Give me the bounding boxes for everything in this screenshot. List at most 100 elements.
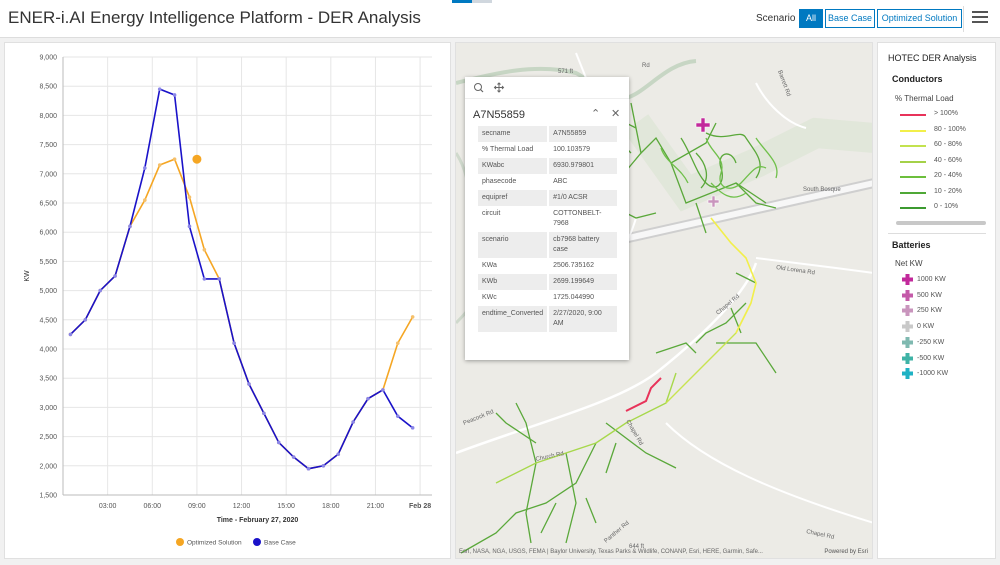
data-point[interactable] [217, 277, 222, 281]
x-tick-label: 21:00 [367, 503, 385, 510]
battery-marker[interactable] [707, 195, 720, 208]
legend-label: 20 - 40% [934, 172, 963, 179]
zoom-to-icon[interactable] [474, 83, 484, 93]
hamburger-menu-icon[interactable] [972, 11, 988, 25]
scenario-label: Scenario [756, 13, 796, 24]
data-point[interactable] [157, 87, 162, 91]
x-tick-label: 09:00 [188, 503, 206, 510]
pan-icon[interactable] [493, 82, 505, 93]
popup-field-row: scenario cb7968 battery case [478, 232, 617, 258]
legend-panel: HOTEC DER Analysis Conductors % Thermal … [877, 42, 996, 559]
popup-field-key: equipref [478, 190, 550, 206]
data-point[interactable] [83, 318, 88, 322]
legend-scrollbar[interactable] [896, 221, 986, 225]
road-label-chapel-2: Chapel Rd [806, 529, 835, 541]
data-point[interactable] [68, 332, 73, 337]
popup-field-row: KWabc 6930.979801 [478, 158, 617, 174]
data-point[interactable] [143, 198, 147, 202]
x-tick-label: 15:00 [277, 503, 295, 510]
data-point[interactable] [172, 157, 177, 161]
data-point[interactable] [321, 464, 326, 468]
x-tick-label: 06:00 [144, 503, 162, 510]
data-point[interactable] [143, 166, 147, 170]
data-point[interactable] [232, 341, 236, 345]
popup-attribute-table: secname A7N55859% Thermal Load 100.103579 K… [478, 126, 617, 332]
data-point[interactable] [98, 288, 102, 293]
popup-field-key: circuit [478, 206, 550, 232]
data-point[interactable] [202, 247, 207, 252]
data-point[interactable] [306, 466, 311, 471]
data-point[interactable] [247, 382, 251, 386]
popup-field-value: 1725.044990 [553, 294, 594, 301]
scenario-all-button[interactable]: All [799, 9, 823, 28]
collapse-chevron-icon[interactable]: ⌃ [591, 108, 601, 120]
popup-toolbar [465, 77, 629, 99]
data-point[interactable] [276, 440, 281, 445]
data-point[interactable] [410, 315, 415, 319]
legend-marker-optimized[interactable] [176, 538, 184, 546]
y-tick-label: 9,000 [39, 55, 57, 62]
plus-icon [902, 305, 913, 317]
road-label-old-lorena: Old Lorena Rd [776, 265, 815, 276]
conductors-heading: Conductors [892, 74, 943, 84]
popup-field-key: secname [478, 126, 550, 142]
road [456, 262, 758, 455]
x-tick-label: 12:00 [233, 503, 251, 510]
scenario-base-case-button[interactable]: Base Case [825, 9, 875, 28]
legend-label-optimized[interactable]: Optimized Solution [187, 540, 242, 547]
app-header: ENER-i.AI Energy Intelligence Platform -… [0, 0, 1000, 38]
highlighted-data-point[interactable] [192, 154, 202, 164]
data-point[interactable] [366, 396, 370, 401]
popup-field-row: secname A7N55859 [478, 126, 617, 142]
popup-field-row: circuit COTTONBELT-7968 [478, 206, 617, 232]
data-point[interactable] [157, 163, 162, 167]
road-label-church: Church Rd [535, 451, 564, 463]
legend-label: > 100% [934, 110, 958, 117]
popup-field-value: ABC [553, 178, 568, 185]
popup-field-key: % Thermal Load [478, 142, 550, 158]
data-point[interactable] [202, 277, 207, 281]
green-area [623, 114, 872, 212]
plus-icon [902, 274, 913, 285]
road [755, 82, 807, 129]
popup-tools [474, 82, 505, 93]
x-tick-label: Feb 28 [409, 503, 431, 510]
data-point[interactable] [187, 224, 192, 229]
popup-field-row: phasecode ABC [478, 174, 617, 190]
data-point[interactable] [336, 452, 341, 456]
y-axis-title: KW [24, 270, 31, 282]
conductor-overload [625, 377, 662, 412]
data-point[interactable] [113, 274, 117, 278]
load-chart-panel: 1,500 2,000 2,500 3,000 3,500 4,000 4,500 5,000… [4, 42, 451, 559]
data-point[interactable] [291, 455, 296, 459]
data-point[interactable] [395, 341, 400, 345]
plus-icon [902, 368, 913, 380]
data-point[interactable] [172, 93, 177, 97]
y-tick-label: 1,500 [39, 493, 57, 500]
legend-label: -500 KW [917, 354, 945, 362]
data-point[interactable] [410, 426, 415, 430]
conductors-mid-load [660, 137, 778, 198]
close-icon[interactable]: ✕ [611, 108, 621, 120]
thermal-load-heading: % Thermal Load [895, 94, 954, 103]
line-swatch [900, 145, 926, 147]
data-point[interactable] [128, 224, 132, 229]
scenario-optimized-button[interactable]: Optimized Solution [877, 9, 962, 28]
header-divider [963, 6, 964, 32]
data-point[interactable] [381, 388, 385, 392]
popup-field-row: endtime_Converted 2/27/2020, 9:00 AM [478, 306, 617, 332]
data-point[interactable] [351, 420, 355, 424]
data-point[interactable] [262, 411, 266, 416]
panel-tab-indicator[interactable] [452, 0, 492, 3]
legend-marker-base[interactable] [253, 538, 261, 546]
data-point[interactable] [395, 414, 400, 418]
data-point[interactable] [187, 195, 192, 199]
powered-by-esri[interactable]: Powered by Esri [824, 549, 868, 555]
y-tick-label: 2,000 [39, 463, 57, 470]
battery-marker[interactable] [695, 117, 711, 133]
popup-field-key: endtime_Converted [478, 306, 550, 332]
line-swatch [900, 160, 926, 163]
y-tick-label: 2,500 [39, 434, 57, 441]
highway-center [605, 180, 872, 246]
legend-label-base[interactable]: Base Case [264, 540, 296, 547]
